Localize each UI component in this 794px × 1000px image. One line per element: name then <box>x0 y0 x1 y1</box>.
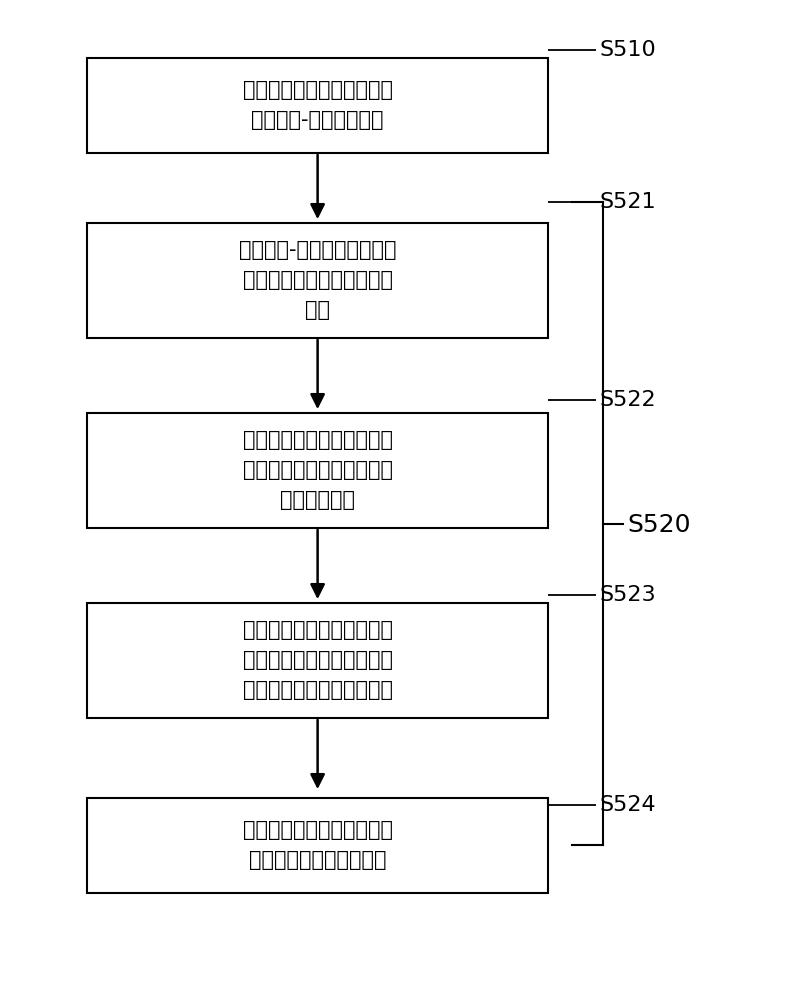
Text: S521: S521 <box>599 192 656 212</box>
Text: S524: S524 <box>599 795 656 815</box>
Bar <box>87 412 548 527</box>
Text: 获取用户在数字示波器上编
辑的频率-幅度配置参数: 获取用户在数字示波器上编 辑的频率-幅度配置参数 <box>243 80 392 130</box>
Text: 根据频率-幅度配置参数形成
相邻两个坐标点之间的线性
函数: 根据频率-幅度配置参数形成 相邻两个坐标点之间的线性 函数 <box>239 240 396 320</box>
Bar <box>87 602 548 717</box>
Bar <box>87 223 548 338</box>
Text: S523: S523 <box>599 585 656 605</box>
Text: 根据幅度偏移量、负载参数
以及每个扫描点的频率和幅
度生成该扫描点的配置信息: 根据幅度偏移量、负载参数 以及每个扫描点的频率和幅 度生成该扫描点的配置信息 <box>243 620 392 700</box>
Text: S510: S510 <box>599 40 656 60</box>
Bar <box>87 798 548 892</box>
Bar <box>87 57 548 152</box>
Text: 利用线性函数计算相邻两个
坐标点之间的每一个扫描点
的频率和幅度: 利用线性函数计算相邻两个 坐标点之间的每一个扫描点 的频率和幅度 <box>243 430 392 510</box>
Text: S520: S520 <box>627 513 691 537</box>
Text: 整合所有扫描点的配置信息
以生成可变幅度配置文件: 整合所有扫描点的配置信息 以生成可变幅度配置文件 <box>243 820 392 870</box>
Text: S522: S522 <box>599 390 656 410</box>
